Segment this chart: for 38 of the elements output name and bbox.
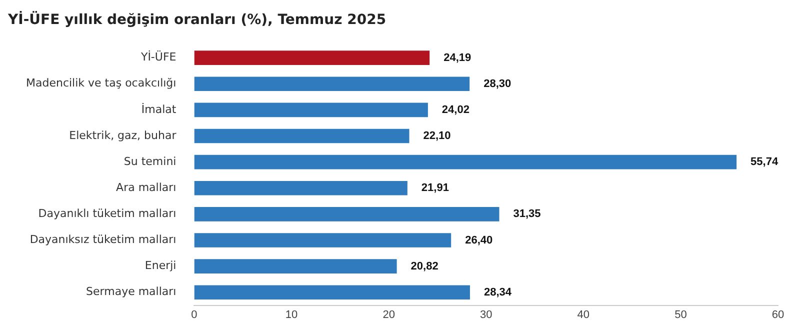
x-tick-label: 10 — [285, 309, 298, 322]
x-tick-label: 30 — [480, 309, 492, 322]
data-label: 28,30 — [484, 78, 512, 90]
x-tick-label: 0 — [191, 309, 198, 322]
data-label: 55,74 — [750, 156, 779, 168]
bar — [194, 102, 428, 118]
y-tick-label: Madencilik ve taş ocakcılığı — [26, 76, 176, 90]
bar — [194, 207, 500, 222]
y-tick-label: Elektrik, gaz, buhar — [69, 128, 177, 142]
bar — [194, 180, 408, 196]
chart-title: Yİ-ÜFE yıllık değişim oranları (%), Temmuz 2025 — [7, 11, 386, 28]
bar — [194, 233, 452, 248]
y-tick-label: Yİ-ÜFE — [140, 50, 176, 64]
x-tick-label: 20 — [382, 309, 395, 322]
data-label: 21,91 — [421, 182, 449, 194]
data-label: 24,02 — [442, 104, 470, 116]
bar — [194, 76, 470, 92]
y-tick-label: Dayanıklı tüketim malları — [38, 207, 176, 220]
data-label: 24,19 — [444, 52, 472, 64]
bar — [194, 285, 470, 300]
y-tick-label: Dayanıksız tüketim malları — [30, 233, 176, 246]
y-tick-label: İmalat — [141, 102, 177, 116]
y-tick-label: Su temini — [124, 154, 176, 168]
data-label: 28,34 — [484, 286, 512, 298]
data-label: 22,10 — [423, 130, 451, 142]
y-tick-label: Ara malları — [116, 180, 176, 194]
x-tick-label: 40 — [577, 309, 590, 322]
bar — [194, 50, 430, 65]
data-label: 31,35 — [513, 208, 541, 220]
x-tick-label: 50 — [674, 309, 687, 322]
x-tick-label: 60 — [772, 309, 784, 322]
data-label: 20,82 — [410, 260, 438, 272]
y-tick-label: Enerji — [144, 259, 176, 272]
bar — [194, 259, 397, 274]
bar — [194, 128, 410, 144]
data-label: 26,40 — [465, 234, 493, 246]
bar — [194, 154, 737, 170]
y-tick-label: Sermaye malları — [86, 285, 176, 298]
